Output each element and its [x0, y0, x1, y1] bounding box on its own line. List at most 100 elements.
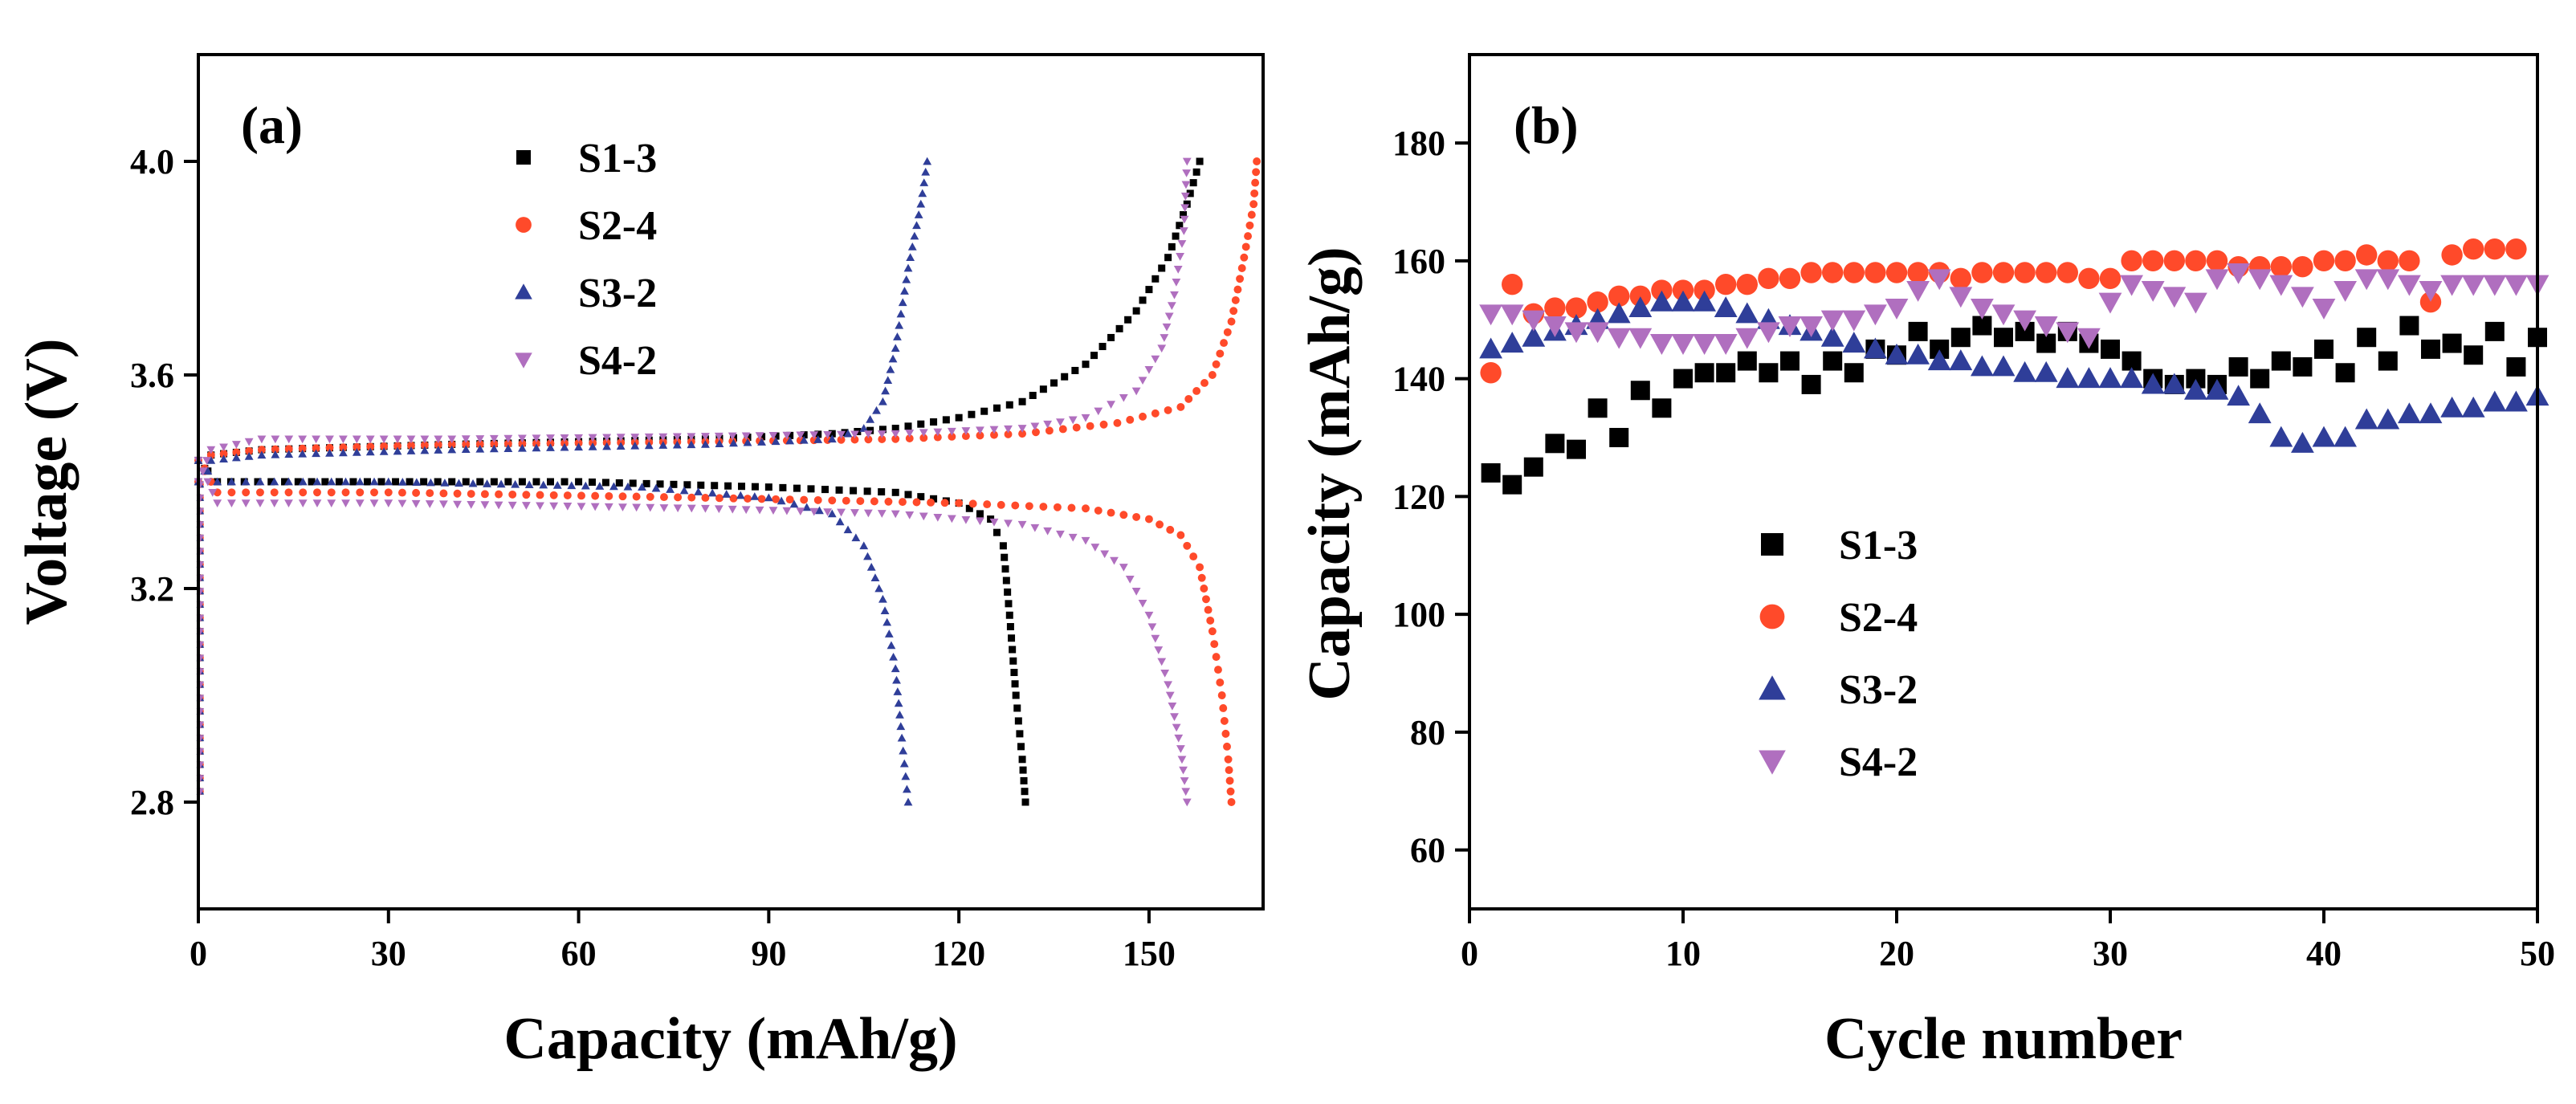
data-point [899, 498, 907, 507]
data-point [1480, 362, 1502, 384]
data-point [2227, 263, 2250, 284]
data-point [1217, 691, 1226, 699]
x-tick-label: 40 [2306, 934, 2342, 973]
data-point [2484, 321, 2505, 341]
data-point [312, 499, 322, 507]
data-point [602, 442, 612, 450]
data-point [1197, 573, 1206, 582]
panel-a-x-axis-title: Capacity (mAh/g) [503, 1006, 957, 1072]
data-point [518, 443, 527, 452]
data-point [701, 433, 710, 441]
data-point [420, 478, 428, 486]
data-point [711, 482, 719, 490]
data-point [1043, 527, 1053, 536]
data-point [772, 495, 781, 503]
data-point [1220, 339, 1229, 348]
data-point [1210, 640, 1219, 649]
data-point [327, 477, 336, 486]
data-point [267, 478, 275, 486]
panel-a-y-ticks: 2.8 3.2 3.6 4.0 [130, 142, 198, 822]
data-point [916, 199, 926, 208]
data-point [1927, 269, 1951, 291]
data-point [312, 477, 322, 486]
data-point [1016, 730, 1024, 738]
data-point [878, 426, 887, 434]
data-point [590, 503, 600, 511]
data-point [503, 439, 512, 448]
data-point [412, 478, 422, 487]
data-point [618, 503, 627, 511]
data-point [1206, 616, 1215, 625]
data-point [1181, 181, 1191, 189]
data-point [1714, 296, 1738, 318]
data-point [874, 584, 884, 593]
data-point [1184, 394, 1193, 403]
data-point [1017, 425, 1027, 433]
data-point [2442, 333, 2462, 353]
data-point [1131, 588, 1141, 596]
data-point [892, 675, 901, 684]
data-point [2441, 244, 2463, 266]
data-point [434, 478, 442, 486]
data-point [1523, 457, 1543, 477]
data-point [1119, 393, 1128, 402]
data-point [616, 442, 626, 450]
data-point [948, 432, 956, 441]
data-point [1481, 462, 1501, 483]
data-point [219, 450, 228, 458]
data-point [563, 503, 573, 511]
data-point [2354, 408, 2378, 430]
data-point [1010, 669, 1018, 676]
panel-b-y-ticks: 60 80 100 120 140 160 180 [1392, 124, 1469, 870]
x-tick-label: 120 [932, 934, 985, 973]
data-point [2376, 408, 2400, 430]
data-point [878, 594, 887, 603]
data-point [1202, 595, 1210, 604]
data-point [1253, 157, 1262, 165]
legend-label-s3-2: S3-2 [1839, 667, 1918, 713]
data-point [521, 502, 531, 510]
data-point [1081, 536, 1090, 545]
data-point [2461, 396, 2485, 418]
data-point [888, 354, 898, 363]
panel-a-x-ticks: 0 30 60 90 120 150 [190, 909, 1176, 973]
data-point [1991, 355, 2016, 377]
data-point [1082, 361, 1090, 369]
data-point [2292, 255, 2313, 278]
data-point [917, 493, 925, 501]
data-point [687, 433, 696, 442]
legend-marker-s2-4 [516, 217, 532, 233]
legend-marker-s4-2 [515, 352, 532, 369]
data-point [623, 482, 633, 491]
data-point [877, 510, 887, 518]
data-point [2013, 361, 2036, 382]
data-point [1183, 541, 1192, 550]
data-point [231, 441, 241, 449]
data-point [615, 479, 623, 487]
data-point [1004, 588, 1012, 596]
data-point [1994, 328, 2013, 348]
data-point [1144, 366, 1154, 374]
data-point [1174, 734, 1184, 743]
data-point [897, 733, 907, 742]
data-point [468, 479, 478, 487]
data-point [1005, 611, 1013, 619]
data-point [856, 497, 865, 505]
data-point [1844, 363, 1864, 383]
data-point [891, 344, 900, 352]
data-point [2399, 250, 2420, 272]
data-point [2056, 322, 2080, 344]
data-point [893, 332, 902, 340]
data-point [1204, 605, 1213, 614]
data-point [632, 492, 641, 501]
data-point [353, 442, 361, 451]
data-point [1842, 310, 1866, 332]
data-point [616, 434, 626, 442]
data-point [904, 491, 912, 499]
data-point [738, 483, 746, 491]
data-point [1479, 304, 1502, 326]
data-point [961, 427, 971, 435]
data-point [377, 478, 385, 486]
data-point [2099, 267, 2122, 290]
data-point [595, 482, 605, 490]
